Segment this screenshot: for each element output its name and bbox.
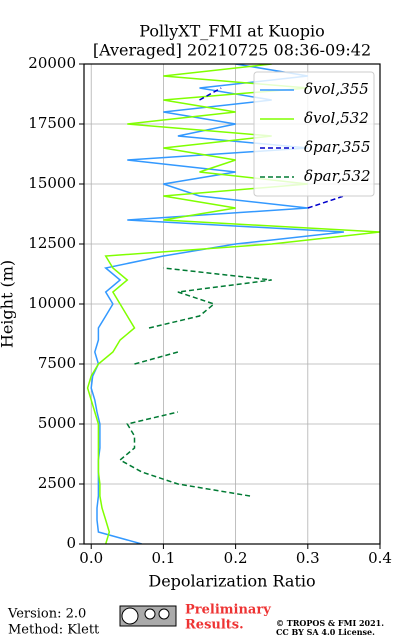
profile-line xyxy=(86,64,380,544)
x-tick-label: 0.2 xyxy=(224,549,248,567)
y-tick-label: 17500 xyxy=(28,114,76,132)
notice: Preliminary xyxy=(185,603,271,618)
copyright: © TROPOS & FMI 2021. xyxy=(276,618,384,628)
legend: δvol,355 δvol,532 δpar,355 δpar,532 xyxy=(253,71,375,197)
y-axis-label: Height (m) xyxy=(0,260,17,348)
profile-line xyxy=(199,87,345,209)
legend-label: δpar,355 xyxy=(304,138,371,156)
plot-frame xyxy=(83,63,381,545)
y-tick-label: 7500 xyxy=(38,354,76,372)
x-axis-label: Depolarization Ratio xyxy=(148,572,315,591)
x-tick-label: 0.4 xyxy=(368,549,392,567)
y-tick-label: 0 xyxy=(66,534,76,552)
y-tick-label: 5000 xyxy=(38,414,76,432)
license: CC BY SA 4.0 License. xyxy=(276,627,375,637)
cc-logo xyxy=(119,605,177,627)
version: Version: 2.0 xyxy=(7,607,86,622)
profile-line xyxy=(118,267,272,497)
chart-title: PollyXT_FMI at Kuopio xyxy=(139,22,325,41)
legend-label: δpar,532 xyxy=(304,167,371,185)
legend-label: δvol,355 xyxy=(304,80,369,98)
notice: Results. xyxy=(185,618,244,633)
y-tick-label: 20000 xyxy=(28,54,76,72)
y-tick-label: 12500 xyxy=(28,234,76,252)
legend-box xyxy=(253,71,375,197)
y-tick-label: 2500 xyxy=(38,474,76,492)
y-tick-label: 10000 xyxy=(28,294,76,312)
chart-subtitle: [Averaged] 20210725 08:36-09:42 xyxy=(93,41,371,60)
x-tick-label: 0.1 xyxy=(151,549,175,567)
x-tick-label: 0.3 xyxy=(296,549,320,567)
x-tick-label: 0.0 xyxy=(79,549,103,567)
y-tick-label: 15000 xyxy=(28,174,76,192)
legend-label: δvol,532 xyxy=(304,109,369,127)
method: Method: Klett xyxy=(8,623,100,638)
